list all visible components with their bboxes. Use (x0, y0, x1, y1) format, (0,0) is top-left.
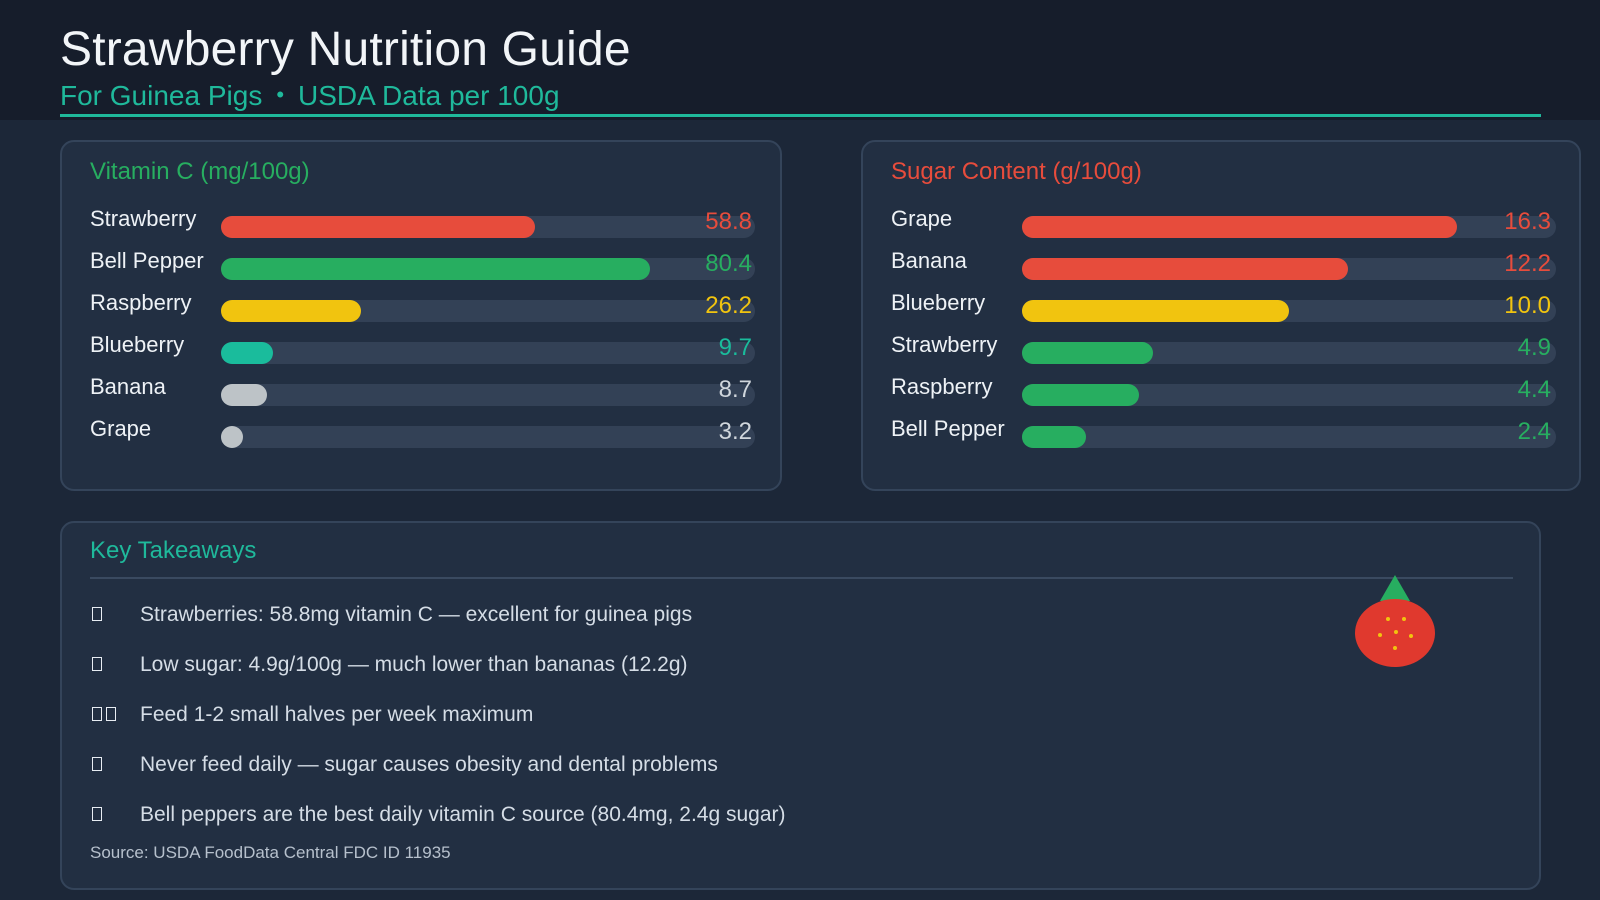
bullet-icon (92, 807, 102, 821)
sugar-blueberry-bar (1022, 300, 1289, 322)
bullet-icon (92, 657, 102, 671)
sugar-raspberry-bar-track (1022, 384, 1556, 406)
vitamin-c-grape-label: Grape (90, 416, 152, 441)
vitamin-c-banana-bar (221, 384, 268, 406)
sugar-strawberry-value: 4.9 (1517, 334, 1551, 361)
sugar-strawberry-bar-track (1022, 342, 1556, 364)
vitamin-c-grape-bar (221, 426, 243, 448)
sugar-strawberry-label: Strawberry (891, 332, 998, 357)
sugar-raspberry-label: Raspberry (891, 374, 993, 399)
vitamin-c-raspberry-label: Raspberry (90, 290, 192, 315)
vitamin-c-chart-title: Vitamin C (mg/100g) (90, 158, 310, 185)
takeaways-divider (90, 577, 1513, 579)
sugar-grape-label: Grape (891, 206, 953, 231)
sugar-raspberry-row: Raspberry 4.4 (863, 374, 1579, 414)
vitamin-c-strawberry-bar (221, 216, 535, 238)
vitamin-c-bell-pepper-row: Bell Pepper 80.4 (62, 248, 780, 288)
sugar-banana-bar (1022, 258, 1348, 280)
sugar-bell-pepper-label: Bell Pepper (891, 416, 1005, 441)
vitamin-c-chart-panel: Vitamin C (mg/100g) Strawberry 58.8 Bell P… (60, 140, 782, 491)
sugar-bell-pepper-row: Bell Pepper 2.4 (863, 416, 1579, 456)
vitamin-c-blueberry-bar (221, 342, 273, 364)
sugar-blueberry-value: 10.0 (1504, 292, 1551, 319)
header: Strawberry Nutrition Guide For Guinea Pi… (0, 0, 1600, 120)
vitamin-c-bell-pepper-value: 80.4 (705, 250, 752, 277)
source-note: Source: USDA FoodData Central FDC ID 119… (90, 843, 451, 862)
takeaway-text: Feed 1-2 small halves per week maximum (140, 703, 534, 726)
vitamin-c-banana-bar-track (221, 384, 755, 406)
vitamin-c-blueberry-value: 9.7 (718, 334, 752, 361)
strawberry-icon (1355, 575, 1435, 667)
sugar-blueberry-label: Blueberry (891, 290, 986, 315)
sugar-chart-panel: Sugar Content (g/100g) Grape 16.3 Banana 12… (861, 140, 1581, 491)
sugar-grape-value: 16.3 (1504, 208, 1551, 235)
bullet-icon (92, 757, 102, 771)
sugar-strawberry-row: Strawberry 4.9 (863, 332, 1579, 372)
vitamin-c-strawberry-row: Strawberry 58.8 (62, 206, 780, 246)
sugar-banana-bar-track (1022, 258, 1556, 280)
takeaway-text: Never feed daily — sugar causes obesity … (140, 753, 718, 776)
key-takeaways-title: Key Takeaways (90, 537, 257, 564)
takeaway-text: Strawberries: 58.8mg vitamin C — excelle… (140, 603, 693, 626)
vitamin-c-bell-pepper-bar-track (221, 258, 755, 280)
vitamin-c-strawberry-value: 58.8 (705, 208, 752, 235)
bullet-icon (92, 707, 102, 721)
bullet-icon (92, 607, 102, 621)
vitamin-c-strawberry-bar-track (221, 216, 755, 238)
subtitle-audience: For Guinea Pigs (60, 80, 263, 111)
takeaway-text: Low sugar: 4.9g/100g — much lower than b… (140, 653, 688, 676)
vitamin-c-bell-pepper-bar (221, 258, 651, 280)
vitamin-c-raspberry-bar-track (221, 300, 755, 322)
sugar-strawberry-bar (1022, 342, 1153, 364)
sugar-banana-row: Banana 12.2 (863, 248, 1579, 288)
sugar-raspberry-value: 4.4 (1517, 376, 1551, 403)
sugar-grape-bar-track (1022, 216, 1556, 238)
bullet-icon (106, 707, 116, 721)
sugar-grape-bar (1022, 216, 1458, 238)
sugar-banana-label: Banana (891, 248, 967, 273)
vitamin-c-grape-bar-track (221, 426, 755, 448)
subtitle-source: USDA Data per 100g (298, 80, 560, 111)
vitamin-c-blueberry-label: Blueberry (90, 332, 185, 357)
sugar-chart-title: Sugar Content (g/100g) (891, 158, 1142, 185)
vitamin-c-strawberry-label: Strawberry (90, 206, 197, 231)
page-subtitle: For Guinea Pigs • USDA Data per 100g (60, 80, 560, 112)
page-title: Strawberry Nutrition Guide (60, 23, 631, 76)
sugar-bell-pepper-bar (1022, 426, 1087, 448)
vitamin-c-raspberry-bar (221, 300, 361, 322)
vitamin-c-blueberry-bar-track (221, 342, 755, 364)
header-divider (60, 114, 1541, 117)
vitamin-c-blueberry-row: Blueberry 9.7 (62, 332, 780, 372)
vitamin-c-grape-row: Grape 3.2 (62, 416, 780, 456)
sugar-raspberry-bar (1022, 384, 1140, 406)
vitamin-c-raspberry-row: Raspberry 26.2 (62, 290, 780, 330)
sugar-grape-row: Grape 16.3 (863, 206, 1579, 246)
key-takeaways-panel: Key Takeaways Strawberries: 58.8mg vitam… (60, 521, 1541, 890)
sugar-blueberry-bar-track (1022, 300, 1556, 322)
vitamin-c-bell-pepper-label: Bell Pepper (90, 248, 204, 273)
sugar-blueberry-row: Blueberry 10.0 (863, 290, 1579, 330)
vitamin-c-raspberry-value: 26.2 (705, 292, 752, 319)
sugar-bell-pepper-bar-track (1022, 426, 1556, 448)
takeaway-text: Bell peppers are the best daily vitamin … (140, 803, 786, 826)
vitamin-c-banana-value: 8.7 (718, 376, 752, 403)
vitamin-c-banana-label: Banana (90, 374, 166, 399)
sugar-banana-value: 12.2 (1504, 250, 1551, 277)
vitamin-c-grape-value: 3.2 (718, 418, 752, 445)
subtitle-separator: • (276, 82, 285, 107)
vitamin-c-banana-row: Banana 8.7 (62, 374, 780, 414)
sugar-bell-pepper-value: 2.4 (1517, 418, 1551, 445)
